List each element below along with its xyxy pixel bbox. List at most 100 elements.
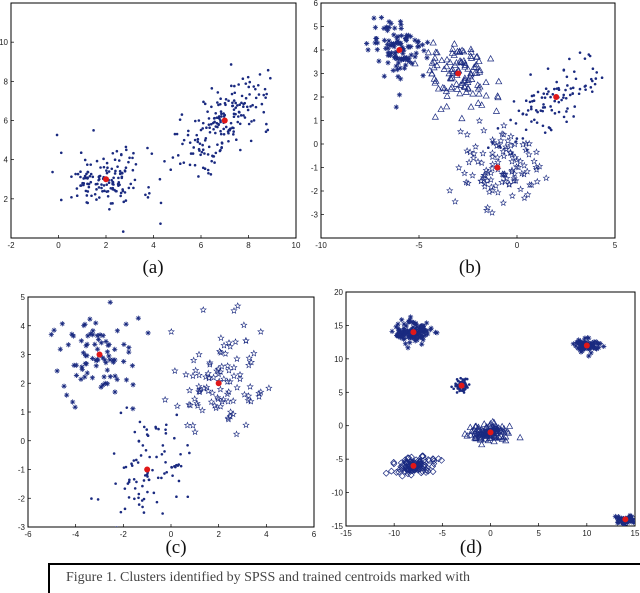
data-point-dot xyxy=(124,145,128,149)
data-point-triangle xyxy=(457,58,465,65)
data-point-dot xyxy=(257,93,261,96)
data-point-dot xyxy=(133,178,137,182)
data-point-asterisk xyxy=(93,363,99,369)
data-point-asterisk xyxy=(129,363,136,369)
plot-frame xyxy=(320,2,616,239)
data-point-asterisk xyxy=(73,362,79,368)
data-point-diamond xyxy=(429,468,437,476)
data-point-dot xyxy=(536,90,540,94)
data-point-asterisk xyxy=(629,517,635,523)
data-point-dot xyxy=(204,136,208,140)
data-point-star xyxy=(240,321,248,329)
data-point-diamond xyxy=(387,467,395,475)
data-point-dot xyxy=(97,186,101,189)
data-point-asterisk xyxy=(416,331,422,337)
data-point-dot xyxy=(131,168,135,172)
data-point-asterisk xyxy=(578,349,584,355)
data-point-star xyxy=(216,402,225,410)
data-point-dot xyxy=(163,472,166,475)
data-point-dot xyxy=(106,194,110,198)
data-point-triangle xyxy=(504,429,513,436)
data-point-triangle xyxy=(476,432,484,439)
data-point-triangle xyxy=(476,66,484,73)
data-point-asterisk xyxy=(79,366,85,372)
data-point-star xyxy=(525,139,533,147)
data-point-asterisk xyxy=(400,333,406,340)
data-point-dot xyxy=(139,540,142,543)
data-point-dot xyxy=(193,119,197,123)
data-point-dot xyxy=(588,54,592,58)
data-point-triangle xyxy=(455,48,464,56)
data-point-asterisk xyxy=(100,382,106,388)
data-point-dot xyxy=(119,194,122,198)
data-point-dot xyxy=(85,163,89,166)
data-point-star xyxy=(218,362,226,370)
data-point-dot xyxy=(176,464,180,467)
data-point-dot xyxy=(102,157,105,161)
x-tick-label: 15 xyxy=(631,529,640,538)
data-point-dot xyxy=(571,92,575,95)
data-point-asterisk xyxy=(388,41,395,47)
data-point-asterisk xyxy=(591,339,597,345)
data-point-dot xyxy=(263,87,267,91)
data-point-star xyxy=(220,375,228,383)
data-point-dot xyxy=(244,96,248,100)
data-point-dot xyxy=(557,100,561,104)
data-point-dot xyxy=(116,182,120,186)
data-point-dot xyxy=(164,432,168,435)
data-point-dot xyxy=(238,122,242,126)
data-point-asterisk xyxy=(371,15,377,21)
data-point-triangle xyxy=(464,84,472,91)
data-point-star xyxy=(217,348,225,356)
y-tick-label: 6 xyxy=(314,0,319,8)
data-point-dot xyxy=(97,178,100,182)
data-point-dot xyxy=(199,153,202,157)
data-point-asterisk xyxy=(392,53,398,59)
y-tick-label: -1 xyxy=(311,164,319,173)
data-point-asterisk xyxy=(586,353,592,359)
data-point-dot xyxy=(205,126,208,130)
data-point-dot xyxy=(456,379,460,383)
data-point-dot xyxy=(150,152,154,155)
data-point-star xyxy=(216,385,225,393)
data-point-asterisk xyxy=(81,322,87,329)
data-point-dot xyxy=(79,184,83,187)
data-point-star xyxy=(502,174,511,182)
x-tick-label: -6 xyxy=(24,530,32,539)
data-point-asterisk xyxy=(418,329,424,335)
data-point-dot xyxy=(113,158,117,162)
y-tick-label: 0 xyxy=(314,140,319,149)
data-point-triangle xyxy=(516,433,524,441)
data-point-dot xyxy=(118,172,122,176)
data-point-triangle xyxy=(456,57,464,64)
data-point-diamond xyxy=(414,466,422,474)
data-point-asterisk xyxy=(414,337,420,343)
data-point-dot xyxy=(164,423,168,427)
data-point-dot xyxy=(232,115,236,119)
data-point-dot xyxy=(100,186,103,190)
data-point-asterisk xyxy=(409,60,415,66)
data-point-dot xyxy=(532,99,536,103)
data-point-star xyxy=(523,167,531,175)
data-point-dot xyxy=(208,126,211,130)
data-point-star xyxy=(208,389,217,397)
data-point-dot xyxy=(147,185,150,189)
data-point-triangle xyxy=(466,423,474,431)
caption-frame xyxy=(48,563,640,593)
y-tick-label: 1 xyxy=(314,117,319,126)
data-point-dot xyxy=(127,186,131,190)
data-point-star xyxy=(470,149,478,157)
data-point-dot xyxy=(234,101,237,105)
data-point-asterisk xyxy=(84,353,90,359)
data-point-triangle xyxy=(428,59,436,66)
y-tick-label: 5 xyxy=(314,23,319,32)
data-point-triangle xyxy=(461,76,469,83)
data-point-triangle xyxy=(478,101,486,108)
data-point-dot xyxy=(207,123,211,126)
data-point-dot xyxy=(127,480,131,484)
data-point-triangle xyxy=(472,422,480,429)
data-point-asterisk xyxy=(407,317,413,323)
data-point-asterisk xyxy=(578,338,584,344)
data-point-dot xyxy=(132,151,135,155)
